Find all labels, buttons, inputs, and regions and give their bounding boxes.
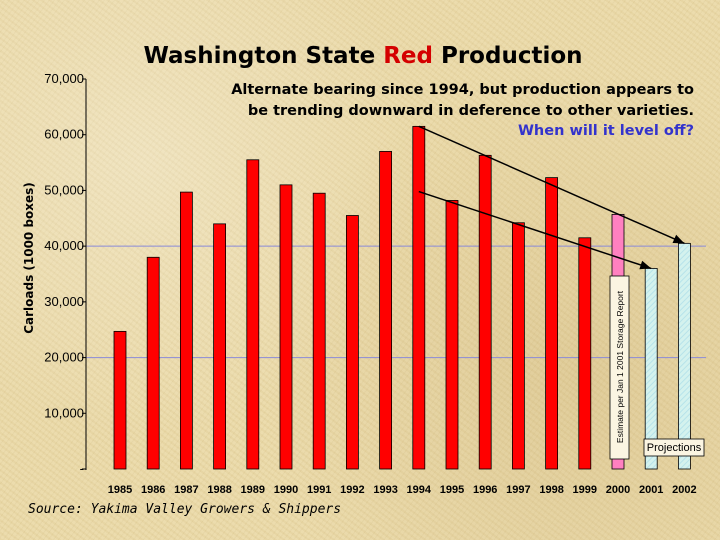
y-tick-label: 10,000 <box>44 405 84 420</box>
x-tick-label: 2002 <box>672 484 696 496</box>
projections-label: Projections <box>647 442 702 454</box>
x-tick-label: 1985 <box>108 484 132 496</box>
x-tick-label: 2001 <box>639 484 663 496</box>
annotation-line-2: be trending downward in deference to oth… <box>248 103 694 119</box>
x-tick-label: 2000 <box>606 484 630 496</box>
x-tick-label: 1997 <box>506 484 530 496</box>
trend-arrowhead <box>672 234 685 244</box>
trend-line <box>418 190 652 270</box>
y-axis-ticks: - 10,000 20,000 30,000 40,000 50,000 60,000 70,… <box>44 71 86 476</box>
trend-line <box>418 125 685 245</box>
bar-1989 <box>246 159 260 470</box>
x-tick-label: 1994 <box>407 484 432 496</box>
projections-frame <box>643 438 705 457</box>
x-tick-label: 1998 <box>539 484 563 496</box>
annotation-line-1: Alternate bearing since 1994, but produc… <box>231 82 694 98</box>
y-tick-label: 70,000 <box>44 71 84 86</box>
y-tick-label: - <box>80 461 84 476</box>
x-tick-label: 1996 <box>473 484 497 496</box>
bar-1999 <box>578 237 592 470</box>
bar-1985 <box>113 330 127 470</box>
estimate-note-box: Estimate per Jan 1 2001 Storage Report <box>609 275 630 460</box>
bar-1991 <box>312 192 326 470</box>
bars <box>113 125 691 470</box>
projections-box: Projections <box>643 438 705 457</box>
bar-1993 <box>379 151 393 470</box>
y-tick-label: 60,000 <box>44 127 84 142</box>
x-tick-label: 1999 <box>573 484 597 496</box>
x-tick-label: 1993 <box>373 484 397 496</box>
bar-1987 <box>179 191 193 470</box>
x-tick-label: 1992 <box>340 484 364 496</box>
x-tick-label: 1987 <box>174 484 198 496</box>
x-tick-label: 1989 <box>241 484 265 496</box>
bar-1998 <box>545 177 558 470</box>
x-tick-label: 1988 <box>207 484 231 496</box>
x-tick-label: 1986 <box>141 484 165 496</box>
trend-arrowhead <box>639 260 652 270</box>
y-tick-label: 50,000 <box>44 182 84 197</box>
title-part: Washington State <box>143 43 383 69</box>
trend-lines <box>418 125 685 270</box>
bar-1986 <box>146 256 160 470</box>
x-tick-label: 1991 <box>307 484 331 496</box>
bar-1997 <box>512 222 525 470</box>
source-note: Source: Yakima Valley Growers & Shippers <box>28 502 342 517</box>
bar-1995 <box>445 200 459 470</box>
estimate-note-frame <box>609 275 630 460</box>
bar-1994 <box>412 125 426 470</box>
bar-1992 <box>345 215 359 470</box>
chart-title: Washington State Red Production <box>143 43 582 69</box>
bar-1990 <box>279 184 293 470</box>
bar-1988 <box>213 223 227 470</box>
y-tick-label: 20,000 <box>44 350 84 365</box>
x-axis-ticks: 1985 1986 1987 1988 1989 1990 1991 1992 1993 1994… <box>108 484 697 496</box>
bar-1996 <box>478 154 492 470</box>
title-part: Production <box>433 43 583 69</box>
bar-2002 <box>678 242 691 470</box>
title-highlight: Red <box>383 43 433 69</box>
y-tick-label: 30,000 <box>44 294 84 309</box>
estimate-note: Estimate per Jan 1 2001 Storage Report <box>615 290 625 443</box>
y-tick-label: 40,000 <box>44 238 84 253</box>
x-tick-label: 1990 <box>274 484 298 496</box>
annotation-question: When will it level off? <box>518 123 694 139</box>
x-tick-label: 1995 <box>440 484 464 496</box>
y-axis-label: Carloads (1000 boxes) <box>22 182 36 334</box>
